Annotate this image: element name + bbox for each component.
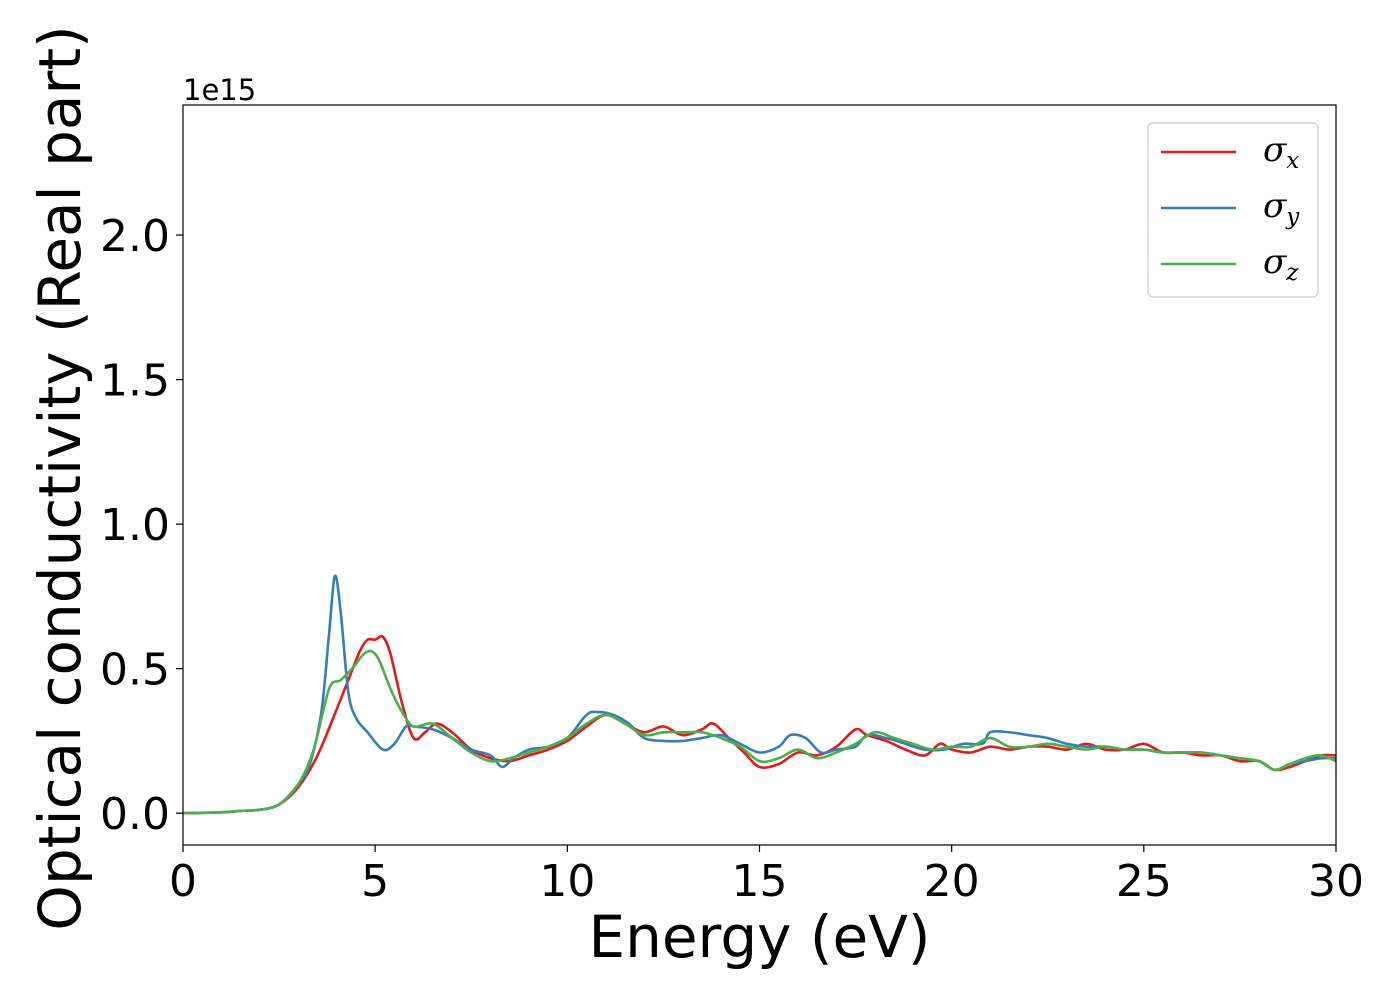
x-tick-label: 25 [1116, 856, 1172, 907]
series-layer [183, 574, 1336, 815]
y-offset-text: 1e15 [183, 73, 256, 107]
legend-label-y: σy [1263, 186, 1300, 230]
legend-frame [1147, 122, 1319, 298]
y-axis: 0.0 0.5 1.0 1.5 2.0 [100, 211, 183, 840]
x-axis-title: Energy (eV) [588, 903, 930, 971]
x-tick-label: 5 [361, 856, 389, 907]
x-tick-label: 15 [732, 856, 788, 907]
y-tick-label: 0.5 [100, 645, 170, 696]
x-tick-label: 0 [169, 856, 197, 907]
y-tick-label: 2.0 [100, 211, 170, 262]
x-axis: 0 5 10 15 20 25 30 [169, 845, 1364, 907]
legend-label-z: σz [1263, 242, 1299, 286]
y-tick-label: 0.0 [100, 789, 170, 840]
x-tick-label: 10 [539, 856, 595, 907]
x-tick-label: 30 [1308, 856, 1364, 907]
legend: σx σy σz [1147, 122, 1319, 298]
y-tick-label: 1.0 [100, 500, 170, 551]
x-tick-label: 20 [924, 856, 980, 907]
series-line-z [183, 649, 1336, 815]
legend-label-x: σx [1263, 130, 1299, 174]
y-axis-title: Optical conductivity (Real part) [26, 25, 94, 930]
y-tick-label: 1.5 [100, 356, 170, 407]
